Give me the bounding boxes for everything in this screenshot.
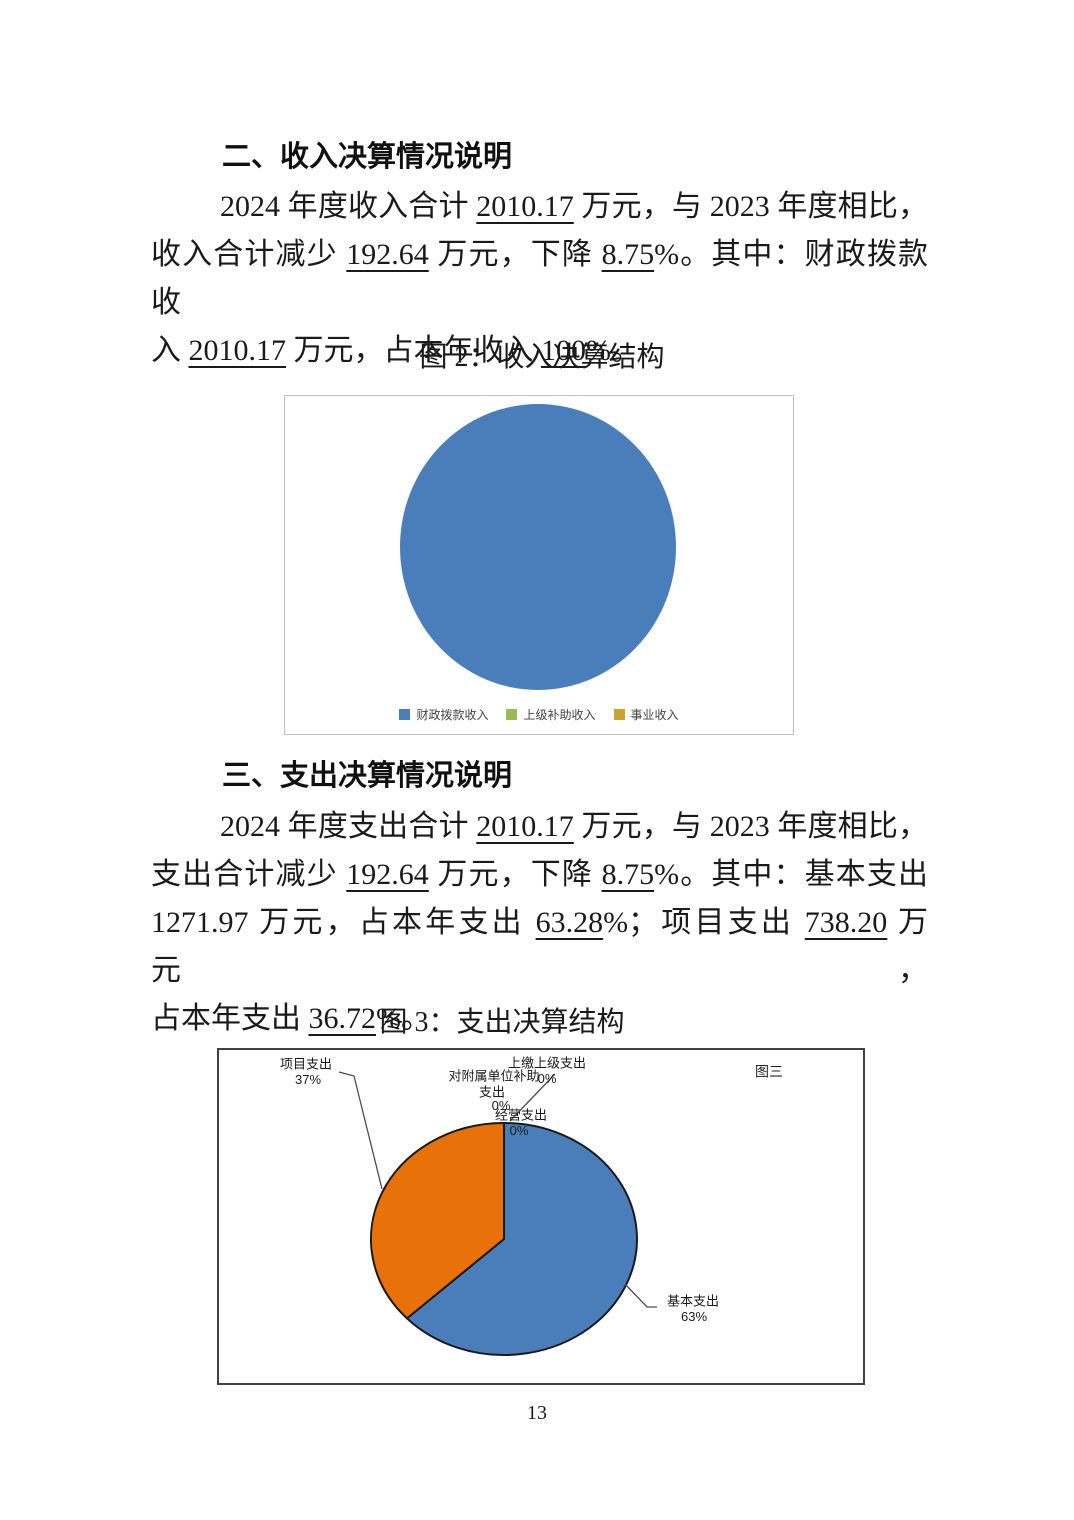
legend-label: 事业收入	[630, 708, 679, 722]
underlined-value: 192.64	[346, 238, 429, 271]
underlined-value: 192.64	[346, 858, 429, 891]
income-pie-chart: 财政拨款收入 上级补助收入 事业收入	[284, 395, 794, 735]
text-run: 万元，与 2023 年度相比，	[573, 190, 929, 223]
pie-slice	[400, 404, 676, 690]
leader-line-project	[338, 1071, 383, 1190]
expenditure-pie-svg: 项目支出 37% 上缴上级支出 0% 对附属单位补助 支出 0% 经营支出 0%…	[280, 1056, 783, 1356]
text-run: %。	[586, 334, 641, 367]
text-run: 2024 年度收入合计	[220, 190, 477, 223]
figure3-corner-label: 图三	[755, 1064, 783, 1080]
legend-item: 事业收入	[613, 706, 679, 723]
paragraph-line: 2024 年度收入合计 2010.17 万元，与 2023 年度相比，	[151, 183, 928, 231]
callout-affiliate-pct: 0%	[492, 1098, 511, 1113]
underlined-value: 8.75	[601, 238, 655, 271]
paragraph-line: 2024 年度支出合计 2010.17 万元，与 2023 年度相比，	[151, 803, 928, 851]
underlined-value: 2010.17	[188, 334, 287, 367]
paragraph-line: 入 2010.17 万元，占本年收入 100%。	[151, 327, 928, 375]
income-paragraph: 2024 年度收入合计 2010.17 万元，与 2023 年度相比， 收入合计…	[151, 183, 928, 375]
leader-line-upper	[509, 1073, 556, 1122]
callout-project-label: 项目支出	[280, 1057, 332, 1072]
text-run: 2024 年度支出合计	[220, 810, 477, 843]
figure2-title: 图 2：收入决算结构	[419, 342, 665, 373]
paragraph-line: 支出合计减少 192.64 万元，下降 8.75%。其中：基本支出	[151, 851, 928, 899]
legend-label: 上级补助收入	[523, 708, 596, 722]
text-run: 1271.97 万元，占本年支出	[151, 906, 536, 939]
callout-basic-pct: 63%	[681, 1309, 707, 1324]
text-run: %；项目支出	[603, 906, 805, 939]
paragraph-line: 占本年支出 36.72%。	[151, 995, 928, 1043]
text-run: %。其中：财政拨款收	[151, 238, 928, 319]
income-pie-svg	[400, 404, 676, 690]
figure3-title: 图 3：支出决算结构	[379, 1007, 625, 1038]
legend-item: 上级补助收入	[506, 706, 596, 723]
underlined-value: 8.75	[601, 858, 655, 891]
pie-slice	[369, 1122, 505, 1320]
section-heading-income: 二、收入决算情况说明	[222, 141, 513, 173]
callout-affiliate-label: 对附属单位补助	[448, 1069, 539, 1084]
section-heading-expenditure: 三、支出决算情况说明	[222, 760, 513, 792]
callout-operating-pct: 0%	[510, 1123, 529, 1138]
legend-swatch-green	[506, 709, 518, 720]
underlined-value: 63.28	[535, 906, 604, 939]
underlined-value: 100	[541, 334, 586, 367]
callout-basic-label: 基本支出	[667, 1294, 719, 1309]
paragraph-line: 收入合计减少 192.64 万元，下降 8.75%。其中：财政拨款收	[151, 231, 928, 327]
paragraph-line: 1271.97 万元，占本年支出 63.28%；项目支出 738.20 万元，	[151, 899, 928, 995]
callout-affiliate-label2: 支出	[479, 1085, 505, 1100]
text-run: 万元，下降	[428, 858, 602, 891]
legend-label: 财政拨款收入	[416, 708, 489, 722]
underlined-value: 36.72	[308, 1002, 377, 1035]
text-run: %。	[376, 1002, 431, 1035]
text-run: 万元，	[151, 906, 929, 987]
callout-upper-label: 上缴上级支出	[508, 1056, 586, 1071]
legend-swatch-blue	[399, 709, 411, 720]
text-run: 万元，下降	[428, 238, 602, 271]
expenditure-pie-chart: 项目支出 37% 上缴上级支出 0% 对附属单位补助 支出 0% 经营支出 0%…	[217, 1048, 865, 1385]
page-number: 13	[527, 1402, 547, 1424]
callout-upper-pct: 0%	[538, 1071, 557, 1086]
text-run: 占本年支出	[151, 1002, 309, 1035]
legend-swatch-gold	[613, 709, 625, 720]
text-run: 入	[151, 334, 189, 367]
callout-operating-label: 经营支出	[495, 1108, 547, 1123]
chart-legend: 财政拨款收入 上级补助收入 事业收入	[285, 706, 793, 723]
legend-item: 财政拨款收入	[399, 706, 488, 723]
callout-project-pct: 37%	[295, 1072, 321, 1087]
expenditure-paragraph: 2024 年度支出合计 2010.17 万元，与 2023 年度相比， 支出合计…	[151, 803, 928, 1043]
text-run: 支出合计减少	[151, 858, 347, 891]
text-run: %。其中：基本支出	[654, 858, 928, 891]
leader-line-basic	[624, 1283, 657, 1308]
text-run: 万元，占本年收入	[286, 334, 541, 367]
underlined-value: 738.20	[804, 906, 888, 939]
text-run: 收入合计减少	[151, 238, 347, 271]
underlined-value: 2010.17	[476, 190, 574, 223]
text-run: 万元，与 2023 年度相比，	[573, 810, 929, 843]
underlined-value: 2010.17	[476, 810, 574, 843]
